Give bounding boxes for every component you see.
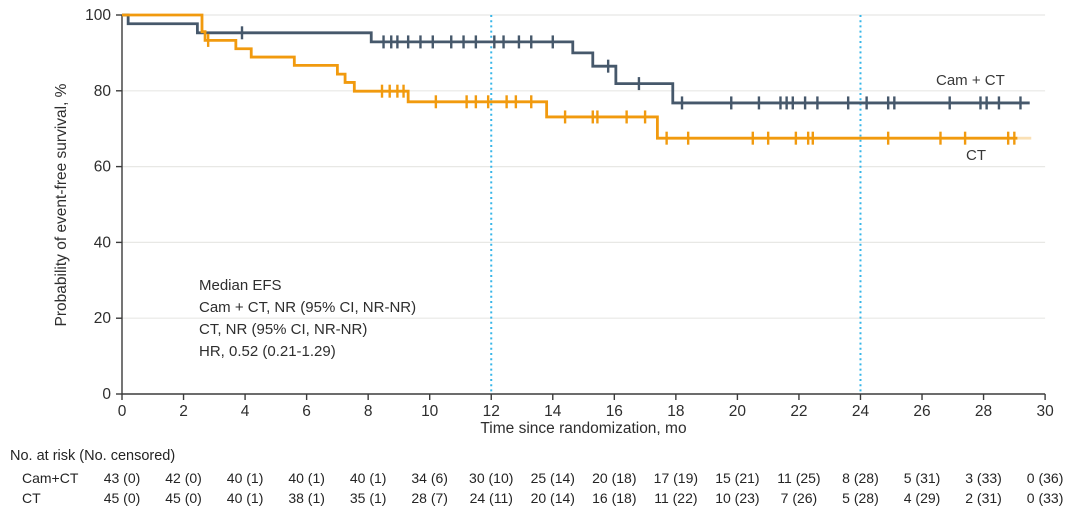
risk-cell-ct-0mo: 45 (0) — [103, 490, 141, 506]
curve-label-cam-ct: Cam + CT — [936, 72, 1005, 89]
risk-cell-cam-ct-4mo: 40 (1) — [226, 470, 264, 486]
risk-cell-ct-18mo: 11 (22) — [654, 490, 698, 506]
risk-cell-cam-ct-26mo: 5 (31) — [903, 470, 941, 486]
annotation-line-1: Median EFS — [199, 277, 282, 294]
x-tick-label-4: 4 — [241, 403, 250, 420]
y-tick-label-0: 0 — [102, 386, 111, 403]
x-tick-label-12: 12 — [483, 403, 500, 420]
risk-row-label-ct: CT — [22, 490, 41, 506]
x-tick-label-24: 24 — [852, 403, 870, 420]
x-tick-label-18: 18 — [667, 403, 684, 420]
risk-cell-ct-6mo: 38 (1) — [288, 490, 325, 506]
annotation-line-4: HR, 0.52 (0.21-1.29) — [199, 343, 336, 360]
x-axis-title: Time since randomization, mo — [480, 420, 687, 437]
risk-cell-cam-ct-0mo: 43 (0) — [103, 470, 141, 486]
risk-cell-ct-14mo: 20 (14) — [530, 490, 575, 506]
x-tick-label-8: 8 — [364, 403, 373, 420]
y-axis-title: Probability of event-free survival, % — [53, 83, 70, 327]
risk-cell-ct-4mo: 40 (1) — [226, 490, 264, 506]
risk-cell-cam-ct-6mo: 40 (1) — [288, 470, 325, 486]
risk-cell-cam-ct-12mo: 30 (10) — [469, 470, 514, 486]
km-curve-ct — [122, 13, 1018, 140]
risk-cell-cam-ct-22mo: 11 (25) — [777, 470, 821, 486]
x-tick-label-20: 20 — [729, 403, 747, 420]
risk-cell-ct-8mo: 35 (1) — [349, 490, 387, 506]
x-tick-label-10: 10 — [421, 403, 439, 420]
risk-cell-cam-ct-10mo: 34 (6) — [411, 470, 448, 486]
x-tick-label-26: 26 — [913, 403, 930, 420]
risk-cell-ct-24mo: 5 (28) — [842, 490, 879, 506]
risk-cell-cam-ct-8mo: 40 (1) — [349, 470, 387, 486]
x-tick-label-22: 22 — [790, 403, 807, 420]
y-tick-label-40: 40 — [94, 234, 112, 251]
risk-cell-ct-2mo: 45 (0) — [165, 490, 202, 506]
curve-label-ct: CT — [966, 147, 986, 164]
risk-cell-cam-ct-16mo: 20 (18) — [592, 470, 637, 486]
x-tick-label-30: 30 — [1036, 403, 1054, 420]
risk-row-label-cam-ct: Cam+CT — [22, 470, 79, 486]
risk-cell-cam-ct-2mo: 42 (0) — [165, 470, 202, 486]
annotation-line-3: CT, NR (95% CI, NR-NR) — [199, 321, 368, 338]
risk-cell-ct-28mo: 2 (31) — [965, 490, 1002, 506]
risk-cell-ct-20mo: 10 (23) — [715, 490, 760, 506]
annotation-line-2: Cam + CT, NR (95% CI, NR-NR) — [199, 299, 417, 316]
y-tick-label-100: 100 — [85, 7, 111, 24]
y-tick-label-20: 20 — [94, 310, 112, 327]
risk-cell-cam-ct-18mo: 17 (19) — [653, 470, 699, 486]
risk-cell-ct-22mo: 7 (26) — [780, 490, 818, 506]
y-tick-label-60: 60 — [94, 159, 112, 176]
risk-cell-ct-26mo: 4 (29) — [903, 490, 941, 506]
risk-cell-cam-ct-30mo: 0 (36) — [1026, 470, 1064, 486]
risk-cell-cam-ct-24mo: 8 (28) — [842, 470, 879, 486]
x-tick-label-6: 6 — [302, 403, 311, 420]
risk-cell-ct-30mo: 0 (33) — [1026, 490, 1064, 506]
risk-cell-cam-ct-14mo: 25 (14) — [530, 470, 575, 486]
risk-cell-cam-ct-20mo: 15 (21) — [715, 470, 760, 486]
x-tick-label-28: 28 — [975, 403, 992, 420]
median-efs-annotation: Median EFS Cam + CT, NR (95% CI, NR-NR) … — [199, 275, 416, 363]
risk-cell-cam-ct-28mo: 3 (33) — [965, 470, 1002, 486]
risk-cell-ct-16mo: 16 (18) — [592, 490, 637, 506]
risk-table-header: No. at risk (No. censored) — [10, 448, 176, 464]
risk-cell-ct-12mo: 24 (11) — [469, 490, 513, 506]
x-tick-label-16: 16 — [606, 403, 623, 420]
risk-cell-ct-10mo: 28 (7) — [411, 490, 448, 506]
y-tick-label-80: 80 — [94, 83, 112, 100]
x-tick-label-0: 0 — [118, 403, 127, 420]
x-tick-label-14: 14 — [544, 403, 562, 420]
km-curve-cam-ct — [122, 13, 1030, 105]
x-tick-label-2: 2 — [179, 403, 188, 420]
